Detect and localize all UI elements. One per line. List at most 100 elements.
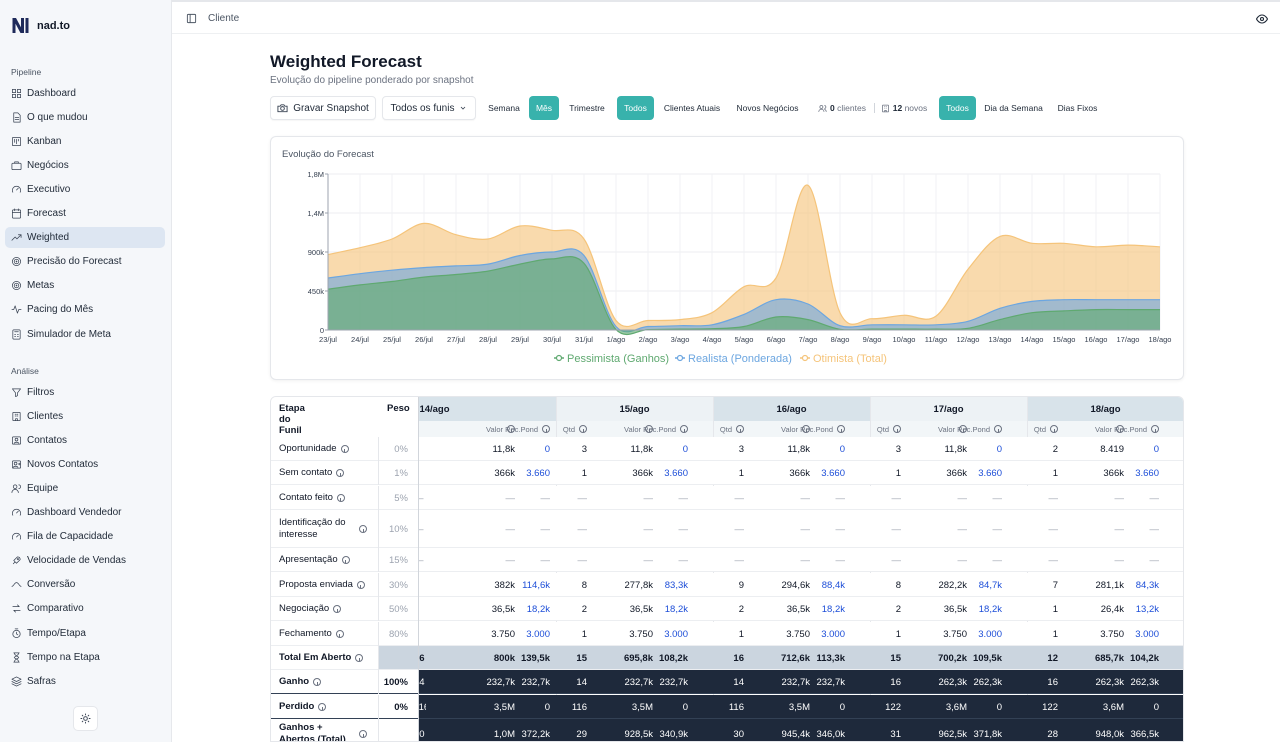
sidebar-item-tempo-etapa[interactable]: Tempo/Etapa xyxy=(11,625,86,641)
brand-logo[interactable]: nad.to xyxy=(12,17,70,34)
trending-icon xyxy=(11,234,22,241)
info-icon[interactable] xyxy=(359,730,367,738)
period-mes[interactable]: Mês xyxy=(529,96,559,120)
info-icon[interactable] xyxy=(837,425,845,433)
series-area xyxy=(328,256,1160,335)
info-icon[interactable] xyxy=(313,678,322,686)
info-icon[interactable] xyxy=(579,425,587,433)
client-filter-todos[interactable]: Todos xyxy=(617,96,654,120)
table-row-bg xyxy=(418,719,1183,741)
day-filter-dia-semana[interactable]: Dia da Semana xyxy=(984,103,1043,113)
info-icon[interactable] xyxy=(1050,425,1058,433)
info-icon[interactable] xyxy=(341,556,350,564)
info-icon[interactable] xyxy=(336,469,345,477)
table-cell: 18,2k xyxy=(664,603,688,615)
info-icon[interactable] xyxy=(959,425,967,433)
subheader-label: Rec.Pond xyxy=(957,424,990,434)
sidebar-item-dashboard-vendedor[interactable]: Dashboard Vendedor xyxy=(11,505,122,521)
x-tick-label: 3/ago xyxy=(671,335,690,344)
info-icon[interactable] xyxy=(507,425,515,433)
sidebar-item-contatos[interactable]: Contatos xyxy=(11,432,67,448)
sidebar-item-safras[interactable]: Safras xyxy=(11,673,56,689)
table-cell: 232,7k xyxy=(624,676,653,688)
table-cell: 700,2k xyxy=(937,652,967,664)
info-icon[interactable] xyxy=(336,494,345,502)
theme-toggle-button[interactable] xyxy=(73,706,98,731)
info-icon[interactable] xyxy=(994,425,1002,433)
users-icon xyxy=(818,104,827,112)
stage-weight: 50% xyxy=(388,603,408,615)
table-cell: 2 xyxy=(1052,443,1058,455)
sidebar-item-tempo-na-etapa[interactable]: Tempo na Etapa xyxy=(11,649,100,665)
info-icon[interactable] xyxy=(1116,425,1124,433)
table-cell: 0 xyxy=(682,701,688,713)
subheader-qtd: Qtd xyxy=(870,421,906,437)
sidebar-item-forecast[interactable]: Forecast xyxy=(11,206,66,222)
sidebar-item-neg-cios[interactable]: Negócios xyxy=(11,157,69,173)
day-filter-todos[interactable]: Todos xyxy=(939,96,976,120)
table-cell: — xyxy=(1114,523,1125,535)
sidebar-item-filtros[interactable]: Filtros xyxy=(11,384,54,400)
sidebar-item-velocidade-de-vendas[interactable]: Velocidade de Vendas xyxy=(11,553,126,569)
info-icon[interactable] xyxy=(359,525,367,533)
sidebar-item-clientes[interactable]: Clientes xyxy=(11,408,63,424)
client-filter-novos[interactable]: Novos Negócios xyxy=(736,103,799,113)
info-icon[interactable] xyxy=(680,425,688,433)
table-cell: 366k xyxy=(494,467,515,479)
stage-column-header: Etapa do Funil xyxy=(279,403,305,436)
info-icon[interactable] xyxy=(1151,425,1159,433)
period-trimestre[interactable]: Trimestre xyxy=(569,103,605,113)
period-semana[interactable]: Semana xyxy=(488,103,520,113)
info-icon[interactable] xyxy=(333,605,342,613)
sidebar-item-executivo[interactable]: Executivo xyxy=(11,181,70,197)
info-icon[interactable] xyxy=(335,630,344,638)
info-icon[interactable] xyxy=(542,425,550,433)
sidebar-item-weighted[interactable]: Weighted xyxy=(11,230,69,246)
sidebar-item-pacing-do-m-s[interactable]: Pacing do Mês xyxy=(11,302,93,318)
camera-icon xyxy=(277,104,288,113)
info-icon[interactable] xyxy=(893,425,901,433)
date-header-bg-alt xyxy=(557,397,713,421)
sidebar-item-metas[interactable]: Metas xyxy=(11,278,54,294)
stage-weight: 100% xyxy=(383,676,408,688)
sidebar-item-simulador-de-meta[interactable]: Simulador de Meta xyxy=(11,326,111,342)
sidebar-item-dashboard[interactable]: Dashboard xyxy=(11,85,76,101)
day-filter-dias-fixos[interactable]: Dias Fixos xyxy=(1057,103,1098,113)
sidebar-item-novos-contatos[interactable]: Novos Contatos xyxy=(11,456,98,472)
table-cell: 800k xyxy=(493,652,515,664)
funnel-select[interactable]: Todos os funis xyxy=(382,96,476,120)
table-cell: 948,0k xyxy=(1095,728,1124,740)
info-icon[interactable] xyxy=(645,425,653,433)
sidebar-item-label: Negócios xyxy=(27,159,69,171)
sidebar-item-comparativo[interactable]: Comparativo xyxy=(11,601,84,617)
sidebar-item-convers-o[interactable]: Conversão xyxy=(11,577,75,593)
building-icon xyxy=(12,411,21,421)
sidebar-item-precis-o-do-forecast[interactable]: Precisão do Forecast xyxy=(11,254,122,270)
save-snapshot-button[interactable]: Gravar Snapshot xyxy=(270,96,376,120)
client-filter-atuais[interactable]: Clientes Atuais xyxy=(663,103,721,113)
eye-icon[interactable] xyxy=(1256,14,1268,24)
active-nav-highlight xyxy=(5,227,165,248)
table-cell: 11,8k xyxy=(630,443,653,455)
table-cell: 1 xyxy=(895,467,901,479)
table-cell: 3,6M xyxy=(945,701,967,713)
info-icon[interactable] xyxy=(355,654,364,662)
x-tick-label: 16/ago xyxy=(1085,335,1108,344)
table-cell: — xyxy=(678,492,689,504)
sidebar-item-kanban[interactable]: Kanban xyxy=(11,133,61,149)
sidebar-item-label: Precisão do Forecast xyxy=(27,256,122,268)
peso-divider xyxy=(378,437,379,461)
table-cell: 346,0k xyxy=(816,728,845,740)
info-icon[interactable] xyxy=(356,581,365,589)
info-icon[interactable] xyxy=(736,425,744,433)
sidebar-item-fila-de-capacidade[interactable]: Fila de Capacidade xyxy=(11,529,113,545)
sidebar-toggle-icon[interactable] xyxy=(186,13,197,24)
info-icon[interactable] xyxy=(318,703,327,711)
peso-divider xyxy=(378,622,379,646)
info-icon[interactable] xyxy=(340,445,349,453)
table-cell: 114,6k xyxy=(522,579,550,591)
breadcrumb[interactable]: Cliente xyxy=(208,13,240,24)
sidebar-item-equipe[interactable]: Equipe xyxy=(11,480,58,496)
info-icon[interactable] xyxy=(802,425,810,433)
sidebar-item-o-que-mudou[interactable]: O que mudou xyxy=(11,109,88,125)
